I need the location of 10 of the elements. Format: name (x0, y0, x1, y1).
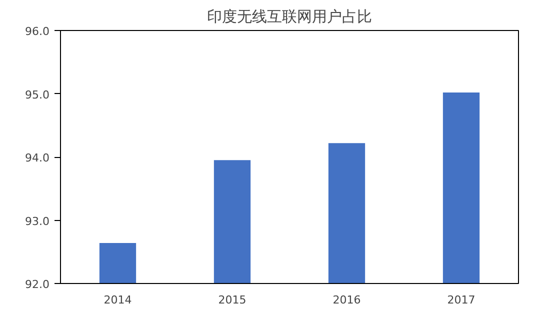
y-tick-label: 92.0 (25, 278, 50, 291)
y-tick-label: 94.0 (25, 152, 50, 164)
x-tick-label: 2016 (332, 294, 361, 306)
x-tick-label: 2017 (447, 294, 476, 306)
y-tick-label: 95.0 (25, 88, 50, 102)
chart-title: 印度无线互联网用户占比 (207, 8, 372, 26)
x-tick-label: 2015 (218, 294, 246, 306)
x-tick-label: 2014 (104, 294, 132, 306)
y-tick-label: 96.0 (25, 25, 50, 38)
y-tick-label: 93.0 (25, 214, 50, 228)
